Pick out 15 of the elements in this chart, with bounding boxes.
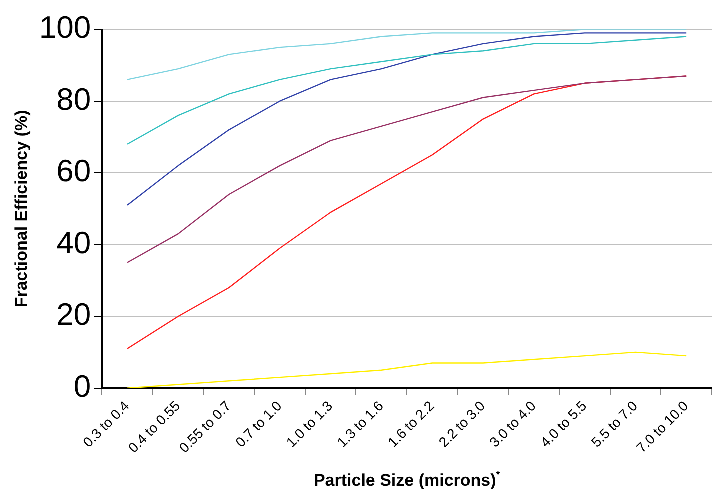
x-tick-label: 2.2 to 3.0 [436, 398, 488, 450]
y-tick-label: 0 [74, 368, 92, 404]
x-tick-label: 3.0 to 4.0 [486, 398, 540, 450]
y-tick-label: 80 [56, 82, 92, 117]
y-tick-label: 100 [39, 10, 92, 46]
x-tick-label: 0.7 to 1.0 [232, 398, 285, 450]
x-tick-label: 1.3 to 1.6 [334, 398, 387, 450]
x-tick-label: 1.0 to 1.3 [283, 398, 336, 450]
x-axis-title: Particle Size (microns)* [314, 470, 500, 490]
y-tick-label: 60 [56, 154, 92, 189]
x-tick-label: 1.6 to 2.2 [384, 398, 438, 450]
y-tick-label: 40 [56, 225, 92, 260]
y-tick-label: 20 [56, 297, 92, 332]
y-axis-title: Fractional Efficiency (%) [12, 110, 31, 308]
x-tick-label: 4.0 to 5.5 [537, 398, 590, 450]
